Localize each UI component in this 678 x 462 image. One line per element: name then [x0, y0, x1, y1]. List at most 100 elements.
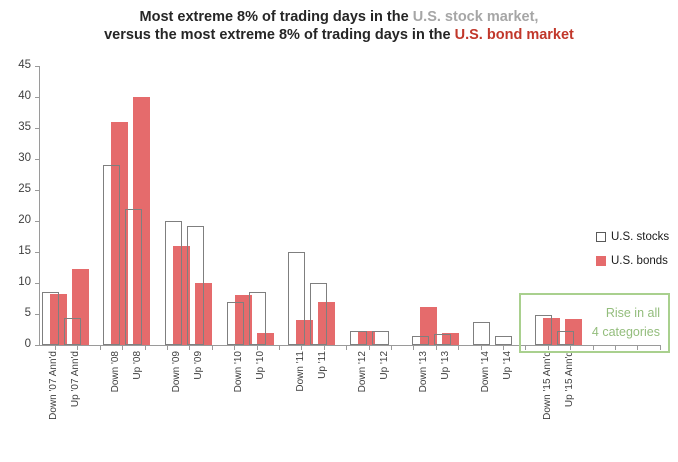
x-axis-label: Down '07 Ann'd: [48, 351, 59, 420]
bar-stocks: [164, 221, 182, 345]
bar-stocks: [433, 333, 451, 345]
x-axis-label: Down '15 Ann'd: [541, 351, 553, 420]
x-axis-label: Up '10: [255, 351, 267, 380]
x-axis-label: Down '09: [171, 351, 183, 393]
legend-label-bonds: U.S. bonds: [611, 255, 668, 267]
x-tick: [480, 346, 482, 350]
bar-stocks: [473, 322, 491, 345]
chart-title-line2: versus the most extreme 8% of trading da…: [0, 26, 678, 44]
x-tick: [413, 346, 415, 350]
bar-stocks: [411, 335, 429, 345]
x-tick: [615, 346, 616, 350]
x-tick: [99, 346, 101, 350]
bar-stocks: [350, 331, 367, 345]
y-tick-label: 35: [18, 121, 31, 133]
x-tick: [503, 346, 504, 350]
legend-item-bonds: U.S. bonds: [596, 255, 669, 267]
bar-stocks: [41, 292, 59, 345]
y-tick-label: 20: [18, 214, 31, 226]
x-tick: [368, 346, 370, 350]
y-tick: [35, 221, 39, 222]
x-tick: [570, 346, 572, 350]
annotation-line2: 4 categories: [591, 325, 660, 339]
bar-stocks: [186, 225, 204, 345]
x-tick: [346, 346, 348, 350]
x-tick: [122, 346, 124, 350]
x-tick: [234, 346, 236, 350]
x-tick: [189, 346, 191, 350]
x-tick: [211, 346, 213, 350]
bar-stocks: [557, 331, 575, 345]
x-axis-label: Down '12: [356, 351, 368, 393]
y-tick: [35, 283, 39, 284]
x-tick: [256, 346, 258, 350]
x-axis-label: Up '14: [501, 351, 513, 380]
x-tick: [637, 346, 639, 350]
x-axis-label: Up '07 Ann'd: [70, 351, 81, 408]
y-tick-label: 15: [18, 245, 31, 257]
bonds-swatch-icon: [596, 256, 606, 266]
x-tick: [77, 346, 79, 350]
x-axis-label: Up '08: [131, 351, 143, 380]
stocks-swatch-icon: [596, 232, 606, 242]
title-text: versus the most extreme 8% of trading da…: [104, 27, 455, 43]
y-tick: [35, 314, 39, 315]
x-tick: [144, 346, 146, 350]
title-text: Most extreme 8% of trading days in the: [139, 9, 413, 25]
bar-stocks: [63, 317, 81, 345]
x-axis-label: Up '12: [378, 351, 390, 380]
x-tick: [301, 346, 303, 350]
y-tick: [35, 345, 39, 346]
x-tick: [659, 346, 661, 350]
y-tick-label: 30: [18, 152, 31, 164]
x-tick: [55, 346, 56, 350]
x-axis-label: Down '10: [233, 351, 245, 393]
bar-stocks: [495, 335, 513, 345]
x-axis-label: Up '15 Ann'd: [563, 351, 575, 408]
bar-stocks: [248, 291, 266, 345]
chart-title: Most extreme 8% of trading days in the U…: [0, 8, 678, 44]
bar-bonds: [71, 268, 89, 345]
x-tick: [547, 346, 549, 350]
y-tick: [35, 97, 39, 98]
bar-stocks: [372, 330, 389, 345]
x-axis-label: Down '08: [109, 351, 121, 393]
bar-stocks: [103, 165, 121, 345]
title-bond-highlight: U.S. bond market: [454, 27, 574, 43]
y-tick-label: 10: [18, 276, 31, 288]
bar-stocks: [535, 315, 553, 345]
y-axis-line: [39, 66, 40, 345]
chart-title-line1: Most extreme 8% of trading days in the U…: [0, 8, 678, 26]
bar-stocks: [226, 301, 244, 345]
x-tick: [435, 346, 437, 350]
bar-bonds: [419, 307, 437, 345]
x-tick: [391, 346, 392, 350]
y-tick: [35, 66, 39, 67]
annotation-box: Rise in all 4 categories: [519, 293, 670, 353]
x-axis-line: [39, 345, 661, 346]
x-tick: [167, 346, 168, 350]
bar-stocks: [125, 208, 143, 345]
y-tick: [35, 128, 39, 129]
x-tick: [592, 346, 594, 350]
x-tick: [323, 346, 325, 350]
y-tick-label: 40: [18, 90, 31, 102]
x-tick: [458, 346, 460, 350]
y-tick: [35, 252, 39, 253]
y-tick: [35, 159, 39, 160]
bar-stocks: [310, 283, 328, 345]
x-axis-label: Up '09: [193, 351, 205, 380]
annotation-line1: Rise in all: [605, 306, 660, 320]
x-axis-label: Up '11: [316, 351, 328, 379]
x-axis-label: Up '13: [440, 351, 452, 380]
x-axis-label: Down '13: [418, 351, 430, 393]
x-axis-label: Down '11: [294, 351, 306, 392]
y-tick-label: 45: [18, 59, 31, 71]
y-tick-label: 0: [24, 338, 31, 350]
x-axis-label: Down '14: [479, 351, 491, 393]
x-tick: [525, 346, 527, 350]
x-tick: [279, 346, 280, 350]
y-tick: [35, 190, 39, 191]
y-tick-label: 5: [24, 307, 31, 319]
